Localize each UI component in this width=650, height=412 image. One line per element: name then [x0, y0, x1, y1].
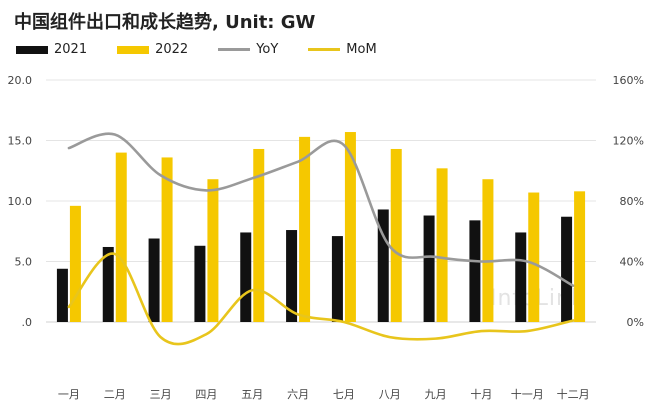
- x-tick-label: 六月: [287, 388, 309, 401]
- y-left-tick-label: .0: [22, 316, 33, 329]
- legend-item-2021: 2021: [16, 42, 87, 57]
- legend-swatch-2021: [16, 45, 48, 54]
- x-tick-label: 三月: [150, 388, 172, 401]
- y-right-tick-label: 160%: [613, 74, 644, 87]
- x-tick-label: 八月: [379, 388, 401, 401]
- legend-item-2022: 2022: [117, 42, 188, 57]
- bar-2022: [115, 152, 127, 322]
- bar-2021: [286, 230, 298, 322]
- bar-2021: [561, 216, 573, 322]
- bar-2022: [69, 205, 81, 322]
- bar-2022: [299, 136, 311, 322]
- bar-2022: [574, 191, 586, 322]
- legend-item-mom: MoM: [308, 42, 377, 57]
- x-tick-label: 九月: [425, 388, 447, 401]
- y-right-tick-label: 0%: [627, 316, 644, 329]
- bar-2022: [253, 148, 265, 322]
- bar-2022: [528, 192, 540, 322]
- bar-2022: [436, 168, 448, 322]
- bar-2021: [102, 246, 114, 322]
- y-right-tick-label: 120%: [613, 135, 644, 148]
- bar-2021: [423, 215, 435, 322]
- x-tick-label: 十二月: [557, 387, 590, 401]
- x-tick-label: 二月: [104, 388, 126, 401]
- bar-2022: [390, 148, 402, 322]
- y-left-tick-label: 15.0: [8, 135, 33, 148]
- legend-label-2022: 2022: [155, 42, 189, 57]
- chart-title: 中国组件出口和成长趋势, Unit: GW: [14, 12, 316, 33]
- bar-2021: [194, 245, 206, 322]
- bar-2021: [56, 268, 68, 322]
- legend-swatch-yoy: [218, 48, 251, 51]
- legend-label-mom: MoM: [346, 42, 377, 57]
- x-tick-label: 一月: [58, 388, 80, 401]
- legend-label-2021: 2021: [54, 42, 88, 57]
- bar-2021: [515, 232, 527, 322]
- y-left-tick-label: 20.0: [8, 74, 33, 87]
- x-tick-label: 五月: [241, 388, 263, 401]
- line-mom: [67, 252, 575, 346]
- legend: 2021 2022 YoY MoM: [16, 42, 407, 57]
- legend-swatch-2022: [117, 45, 150, 54]
- x-tick-label: 十一月: [511, 387, 544, 401]
- legend-item-yoy: YoY: [218, 42, 278, 57]
- bar-2022: [161, 157, 173, 322]
- y-right-tick-label: 40%: [620, 256, 644, 269]
- bar-2022: [482, 179, 494, 322]
- bar-2021: [240, 232, 252, 322]
- bar-2021: [331, 236, 343, 322]
- legend-label-yoy: YoY: [256, 42, 279, 57]
- x-tick-label: 四月: [195, 388, 217, 401]
- bar-2022: [344, 132, 356, 322]
- line-yoy: [67, 132, 575, 287]
- y-left-tick-label: 10.0: [8, 195, 33, 208]
- x-tick-label: 十月: [470, 387, 492, 401]
- bar-2021: [148, 238, 160, 322]
- bar-2021: [377, 209, 389, 322]
- legend-swatch-mom: [308, 48, 341, 51]
- y-right-tick-label: 80%: [620, 195, 644, 208]
- bar-2021: [469, 220, 481, 322]
- bar-2022: [207, 179, 219, 322]
- y-left-tick-label: 5.0: [15, 256, 33, 269]
- x-tick-label: 七月: [333, 388, 355, 401]
